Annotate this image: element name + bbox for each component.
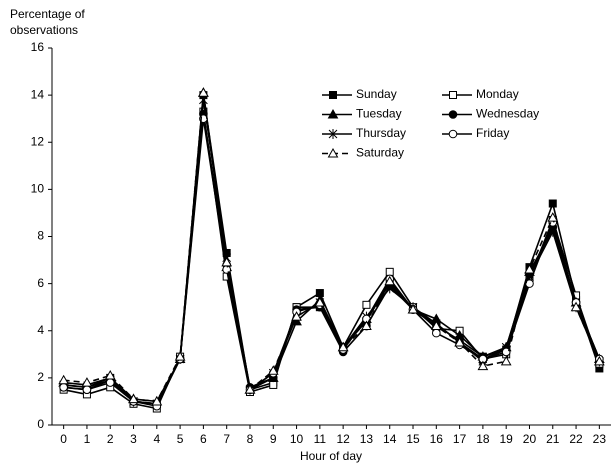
y-tick-label: 0: [37, 417, 44, 431]
point: [105, 378, 115, 387]
y-tick-label: 14: [31, 87, 45, 101]
point: [570, 301, 582, 312]
point: [501, 347, 511, 357]
point: [104, 369, 116, 380]
x-tick-label: 7: [223, 432, 230, 446]
x-tick-label: 15: [406, 432, 420, 446]
x-tick-label: 16: [430, 432, 444, 446]
point: [430, 320, 442, 331]
x-axis-label: Hour of day: [300, 449, 362, 463]
x-tick-label: 3: [130, 432, 137, 446]
point: [524, 263, 535, 274]
point: [361, 320, 372, 331]
x-tick-label: 8: [247, 432, 254, 446]
y-tick-label: 16: [31, 40, 45, 54]
point: [128, 393, 139, 404]
x-tick-label: 20: [523, 432, 537, 446]
y-tick-label: 4: [37, 323, 44, 337]
point: [384, 275, 396, 286]
legend-label: Sunday: [356, 87, 397, 101]
x-tick-label: 17: [453, 432, 467, 446]
series-line: [63, 92, 601, 403]
legend-label: Tuesday: [356, 107, 402, 121]
x-tick-label: 12: [336, 432, 350, 446]
x-tick-label: 13: [360, 432, 374, 446]
series-line: [63, 118, 601, 408]
series-line: [63, 92, 601, 403]
x-tick-label: 23: [593, 432, 607, 446]
point: [477, 360, 489, 371]
point: [174, 351, 186, 361]
point: [269, 380, 278, 389]
point: [314, 296, 326, 307]
point: [407, 304, 419, 314]
legend-label: Thursday: [356, 126, 406, 140]
legend-marker: [449, 91, 457, 99]
point: [525, 279, 534, 288]
y-axis-label: Percentage of observations: [10, 7, 85, 37]
legend-label: Wednesday: [476, 107, 539, 121]
point: [362, 300, 371, 309]
x-tick-label: 4: [153, 432, 160, 446]
legend-marker: [448, 110, 458, 119]
series-line: [63, 95, 601, 405]
point: [548, 199, 557, 208]
legend-label: Monday: [476, 87, 519, 101]
point: [291, 311, 302, 321]
point: [337, 341, 349, 352]
x-tick-label: 0: [60, 432, 67, 446]
legend-label: Saturday: [356, 146, 404, 160]
point: [58, 374, 70, 385]
x-tick-label: 18: [476, 432, 490, 446]
x-tick-label: 6: [200, 432, 207, 446]
point: [244, 384, 256, 394]
point: [151, 395, 163, 406]
x-tick-label: 21: [546, 432, 560, 446]
legend-marker: [327, 108, 339, 119]
x-tick-label: 22: [569, 432, 583, 446]
y-tick-label: 12: [31, 134, 45, 148]
y-tick-label: 6: [37, 276, 44, 290]
legend-marker: [448, 129, 458, 139]
legend-label: Friday: [476, 126, 509, 140]
x-tick-label: 11: [314, 432, 327, 446]
point: [454, 337, 465, 347]
point: [593, 355, 605, 366]
point: [547, 212, 559, 222]
legend-marker: [327, 147, 339, 158]
point: [385, 267, 394, 276]
legend-marker: [328, 129, 338, 139]
series-line: [63, 99, 601, 405]
y-tick-label: 8: [37, 229, 44, 243]
point: [500, 355, 512, 366]
point: [221, 256, 233, 267]
point: [59, 383, 68, 392]
x-tick-label: 19: [500, 432, 514, 446]
x-tick-label: 5: [177, 432, 184, 446]
x-tick-label: 10: [290, 432, 304, 446]
y-tick-label: 2: [37, 370, 44, 384]
x-tick-label: 2: [107, 432, 114, 446]
point: [81, 377, 93, 387]
point: [82, 385, 92, 394]
point: [267, 365, 279, 375]
x-tick-label: 1: [84, 432, 91, 446]
point: [432, 328, 441, 338]
y-tick-label: 10: [31, 182, 45, 196]
x-tick-label: 14: [383, 432, 397, 446]
x-tick-label: 9: [270, 432, 277, 446]
point: [198, 87, 209, 97]
legend-marker: [329, 91, 337, 99]
